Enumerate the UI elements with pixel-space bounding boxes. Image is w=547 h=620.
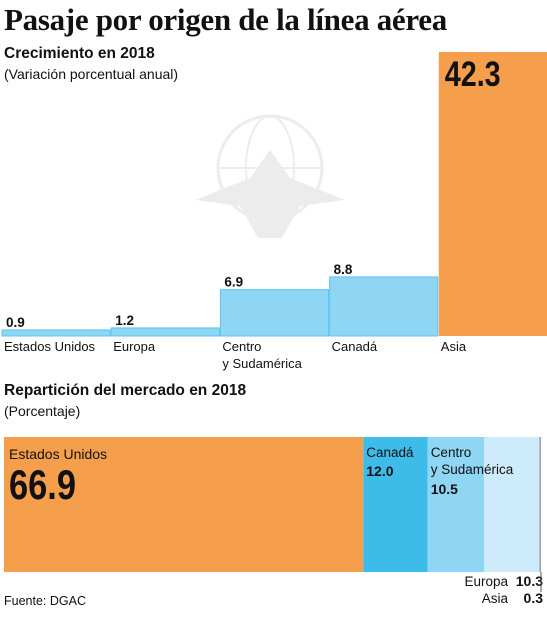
growth-bar-canada bbox=[330, 277, 438, 336]
growth-category-label: Canadá bbox=[332, 339, 378, 354]
growth-bar-europa bbox=[111, 328, 219, 336]
share-value-estados-unidos: 66.9 bbox=[9, 462, 76, 509]
growth-category-label: Europa bbox=[113, 339, 156, 354]
growth-category-label: Asia bbox=[441, 339, 467, 354]
share-value-centro-y-sudamerica: 10.5 bbox=[431, 481, 458, 497]
growth-bar-estados-unidos bbox=[2, 330, 110, 336]
growth-bar-centro-y-sudamerica bbox=[220, 290, 328, 336]
growth-value-asia: 42.3 bbox=[445, 54, 501, 93]
share-segment-asia bbox=[539, 437, 541, 572]
share-label-estados-unidos: Estados Unidos bbox=[9, 446, 107, 462]
growth-category-label: Estados Unidos bbox=[4, 339, 96, 354]
share-value-asia: 0.3 bbox=[524, 590, 544, 606]
share-value-canada: 12.0 bbox=[366, 463, 393, 479]
share-label-canada: Canadá bbox=[366, 445, 414, 460]
share-label-centro-y-sudamerica: Centro bbox=[431, 445, 472, 460]
share-label-europa: Europa bbox=[464, 574, 508, 589]
growth-value-europa: 1.2 bbox=[115, 313, 134, 328]
growth-value-centro-y-sudamerica: 6.9 bbox=[224, 275, 243, 290]
growth-value-canada: 8.8 bbox=[334, 262, 353, 277]
growth-value-estados-unidos: 0.9 bbox=[6, 315, 25, 330]
growth-category-label: Centro bbox=[222, 339, 261, 354]
share-label-centro-y-sudamerica: y Sudamérica bbox=[431, 462, 514, 477]
growth-bar-asia bbox=[439, 52, 547, 336]
eagle-watermark-icon bbox=[195, 116, 345, 238]
share-segment-europa bbox=[484, 437, 539, 572]
share-label-asia: Asia bbox=[482, 591, 509, 606]
share-value-europa: 10.3 bbox=[516, 573, 543, 589]
growth-category-label: y Sudamérica bbox=[222, 356, 302, 371]
